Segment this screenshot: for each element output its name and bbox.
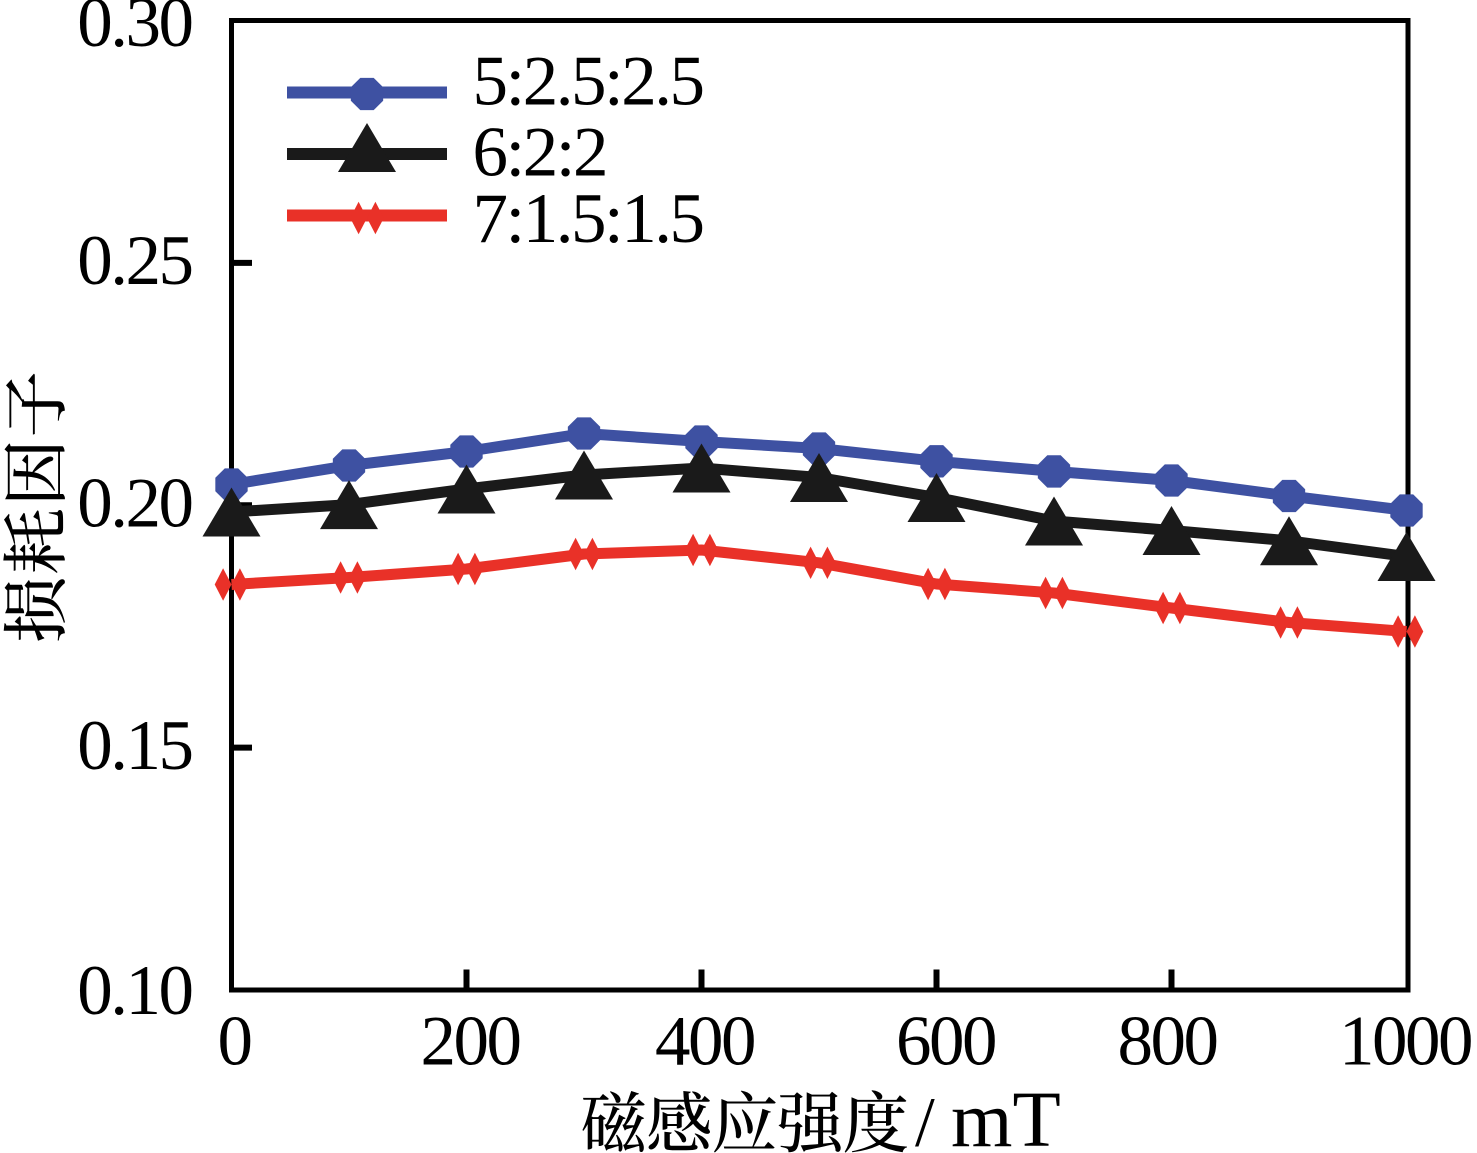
svg-text:200: 200 bbox=[421, 1003, 520, 1081]
svg-text:800: 800 bbox=[1118, 1003, 1217, 1081]
svg-text:0.25: 0.25 bbox=[77, 222, 191, 300]
svg-text:6:2:2: 6:2:2 bbox=[473, 114, 606, 192]
svg-text:mT: mT bbox=[951, 1077, 1061, 1153]
svg-text:400: 400 bbox=[655, 1003, 754, 1081]
svg-text:0: 0 bbox=[218, 1003, 251, 1081]
svg-text:0.10: 0.10 bbox=[77, 952, 191, 1030]
svg-text:1000: 1000 bbox=[1339, 1003, 1471, 1081]
svg-text:7:1.5:1.5: 7:1.5:1.5 bbox=[473, 180, 703, 258]
svg-text:5:2.5:2.5: 5:2.5:2.5 bbox=[473, 43, 703, 121]
svg-text:600: 600 bbox=[896, 1003, 995, 1081]
svg-text:0.15: 0.15 bbox=[77, 707, 191, 785]
svg-text:0.20: 0.20 bbox=[77, 465, 191, 543]
svg-text:/: / bbox=[915, 1084, 935, 1153]
svg-text:0.30: 0.30 bbox=[77, 0, 191, 62]
